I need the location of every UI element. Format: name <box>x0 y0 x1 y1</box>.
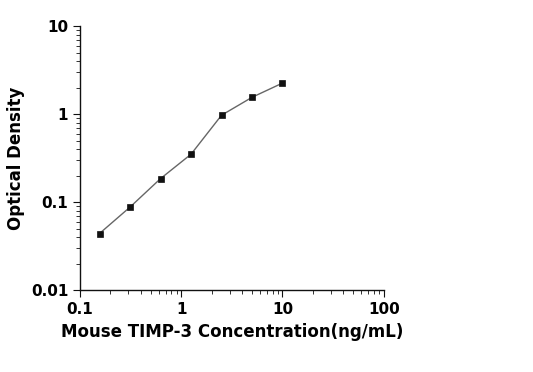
Y-axis label: Optical Density: Optical Density <box>7 86 25 230</box>
X-axis label: Mouse TIMP-3 Concentration(ng/mL): Mouse TIMP-3 Concentration(ng/mL) <box>61 323 403 340</box>
